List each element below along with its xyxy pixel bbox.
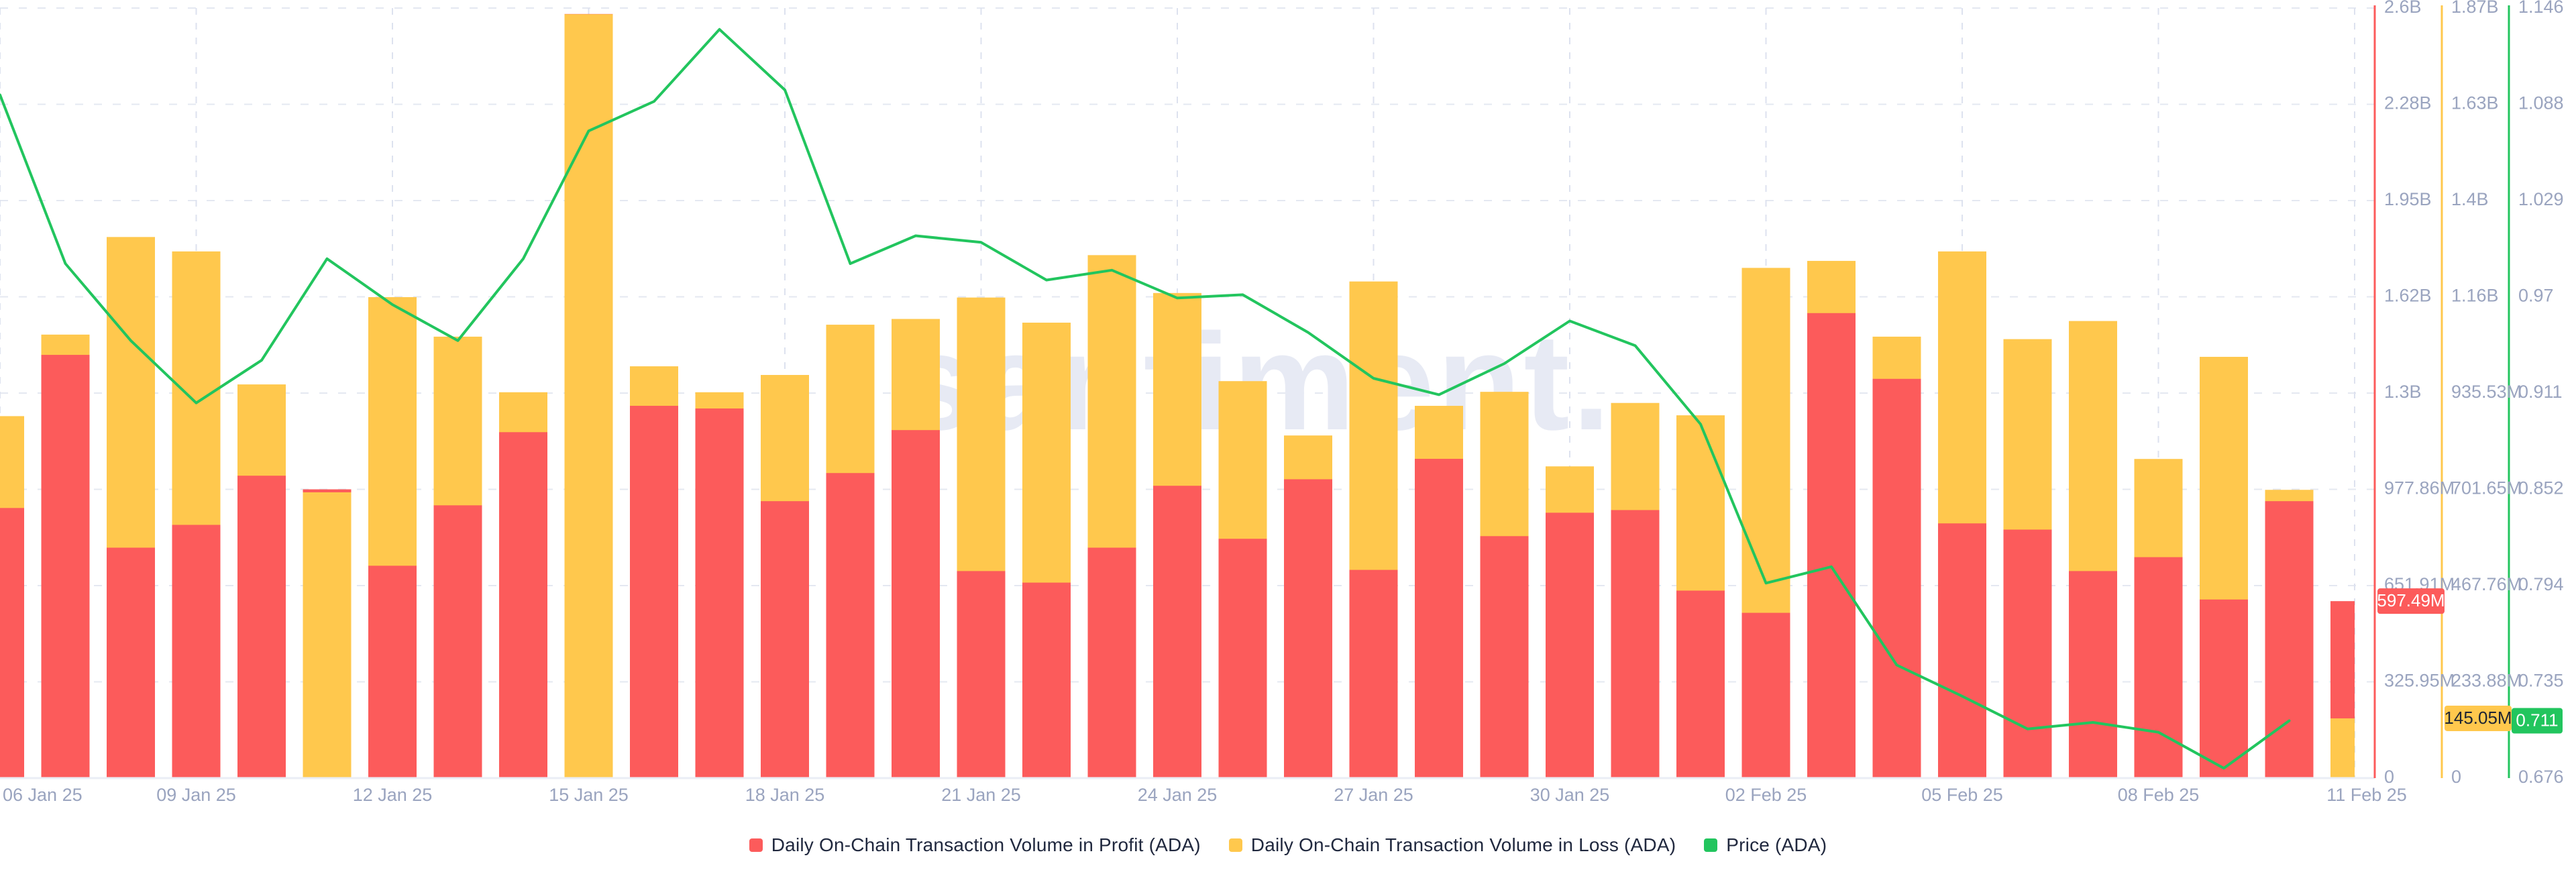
legend-item-loss[interactable]: Daily On-Chain Transaction Volume in Los…: [1228, 834, 1676, 856]
loss-axis-tick: 0: [2451, 767, 2461, 787]
loss-last-value-badge: 145.05M: [2444, 705, 2512, 731]
x-axis-tick: 11 Feb 25: [2326, 785, 2407, 805]
price-swatch-icon: [1704, 838, 1718, 852]
profit-axis-tick: 1.95B: [2384, 189, 2432, 209]
profit-axis-tick: 2.6B: [2384, 0, 2422, 17]
x-axis-tick: 24 Jan 25: [1138, 785, 1218, 805]
loss-axis-tick: 1.87B: [2451, 0, 2499, 17]
legend-label-profit: Daily On-Chain Transaction Volume in Pro…: [771, 834, 1201, 855]
svg-text:597.49M: 597.49M: [2377, 590, 2445, 610]
x-axis-tick: 06 Jan 25: [3, 785, 83, 805]
x-axis-tick: 15 Jan 25: [549, 785, 629, 805]
x-axis-tick: 08 Feb 25: [2118, 785, 2200, 805]
svg-text:0.711: 0.711: [2516, 710, 2558, 730]
x-axis-tick: 02 Feb 25: [1725, 785, 1807, 805]
profit-axis-tick: 1.3B: [2384, 382, 2422, 402]
x-axis-tick: 30 Jan 25: [1530, 785, 1610, 805]
profit-axis-tick: 1.62B: [2384, 286, 2432, 306]
profit-axis-tick: 977.86M: [2384, 478, 2455, 498]
price-axis-tick: 1.029: [2518, 189, 2564, 209]
price-axis-tick: 0.735: [2518, 671, 2564, 691]
loss-axis-tick: 1.63B: [2451, 93, 2499, 113]
svg-text:145.05M: 145.05M: [2444, 708, 2512, 728]
profit-axis-tick: 325.95M: [2384, 671, 2455, 691]
x-axis-tick: 05 Feb 25: [1921, 785, 2003, 805]
legend-label-price: Price (ADA): [1726, 834, 1827, 855]
loss-axis-tick: 1.16B: [2451, 286, 2499, 306]
price-axis-tick: 1.146: [2518, 0, 2564, 17]
loss-axis-tick: 701.65M: [2451, 478, 2522, 498]
price-line: [0, 28, 2291, 770]
price-axis-tick: 0.911: [2518, 382, 2563, 402]
price-axis-tick: 0.794: [2518, 574, 2564, 594]
x-axis-tick: 12 Jan 25: [353, 785, 433, 805]
price-axis-tick: 0.676: [2518, 767, 2564, 787]
x-axis-tick: 27 Jan 25: [1334, 785, 1413, 805]
profit-axis-tick: 2.28B: [2384, 93, 2432, 113]
x-axis-tick: 18 Jan 25: [745, 785, 825, 805]
loss-axis-tick: 233.88M: [2451, 671, 2522, 691]
price-axis-tick: 0.97: [2518, 286, 2554, 306]
chart-legend: Daily On-Chain Transaction Volume in Pro…: [0, 834, 2576, 856]
x-axis-tick: 09 Jan 25: [156, 785, 236, 805]
loss-axis-tick: 467.76M: [2451, 574, 2522, 594]
legend-item-price[interactable]: Price (ADA): [1704, 834, 1827, 856]
profit-swatch-icon: [749, 838, 763, 852]
price-axis-tick: 0.852: [2518, 478, 2564, 498]
price-axis-tick: 1.088: [2518, 93, 2564, 113]
profit-axis-tick: 0: [2384, 767, 2394, 787]
loss-axis-tick: 935.53M: [2451, 382, 2522, 402]
legend-item-profit[interactable]: Daily On-Chain Transaction Volume in Pro…: [749, 834, 1201, 856]
legend-label-loss: Daily On-Chain Transaction Volume in Los…: [1250, 834, 1676, 855]
x-axis-tick: 21 Jan 25: [941, 785, 1021, 805]
profit-last-value-badge: 597.49M: [2377, 588, 2445, 614]
loss-axis-tick: 1.4B: [2451, 189, 2489, 209]
price-last-value-badge: 0.711: [2512, 708, 2563, 734]
loss-swatch-icon: [1228, 838, 1242, 852]
